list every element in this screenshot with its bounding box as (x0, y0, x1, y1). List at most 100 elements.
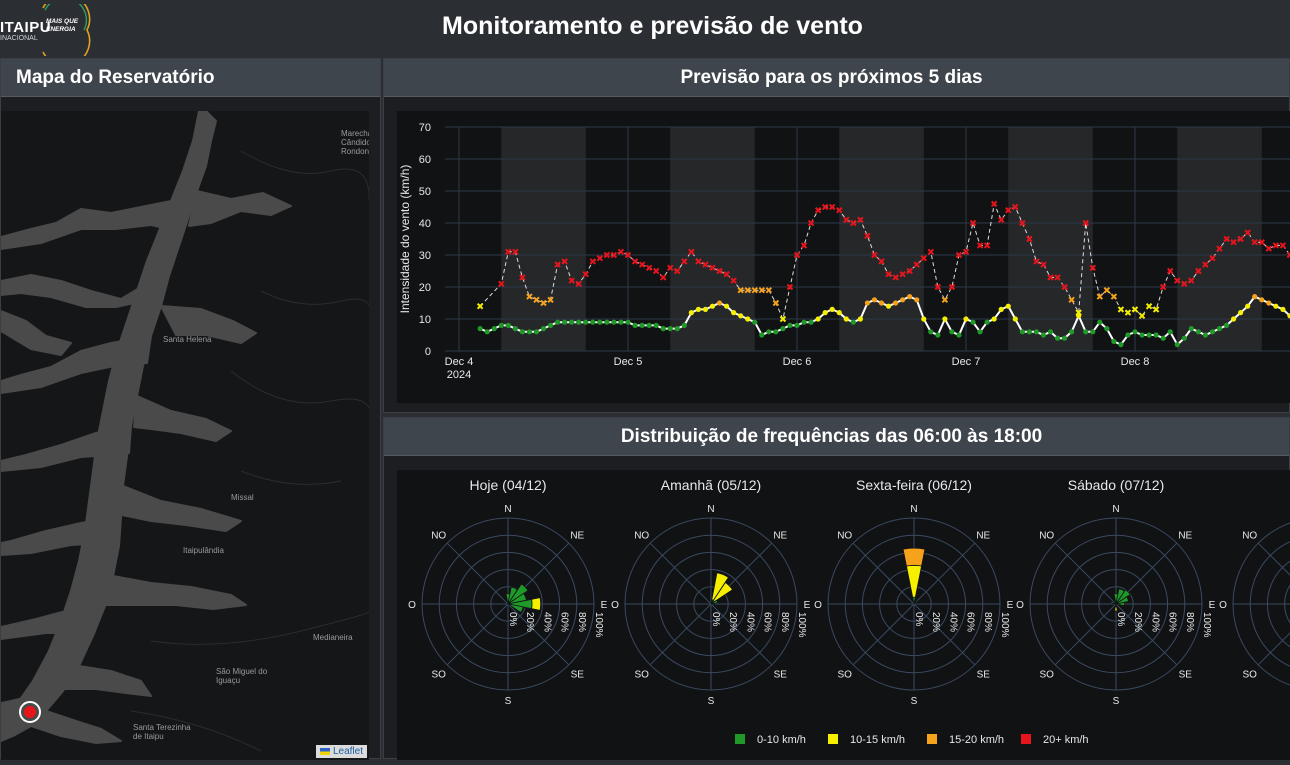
direction-label: SO (1039, 669, 1054, 680)
radial-tick-label: 80% (576, 612, 587, 632)
gust-point (730, 277, 737, 284)
radial-tick-label: 100% (1201, 612, 1212, 638)
forecast-panel: Previsão para os próximos 5 dias 0 10 20 30… (383, 58, 1290, 413)
radial-tick-label: 60% (965, 612, 976, 632)
gust-point (674, 267, 681, 275)
mean-point (963, 316, 969, 322)
mean-point (688, 310, 694, 316)
legend-label: 20+ km/h (1043, 734, 1089, 746)
direction-label: O (611, 600, 619, 611)
mean-point (766, 329, 772, 335)
angular-gridline (913, 603, 976, 666)
mean-point (639, 322, 645, 328)
x-tick-label: Dec 5 (614, 356, 643, 368)
radial-tick-label: 20% (1132, 612, 1143, 632)
mean-point (1097, 319, 1103, 325)
mean-point (1132, 329, 1138, 335)
mean-point (554, 319, 561, 325)
wind-rose-bar (507, 603, 524, 614)
mean-point (1033, 329, 1040, 335)
gust-point (969, 219, 977, 227)
direction-label: O (1219, 600, 1227, 611)
direction-label: SE (1179, 669, 1193, 680)
gust-point (723, 270, 730, 278)
mean-point (977, 329, 983, 335)
mean-point (1005, 303, 1011, 309)
gust-point (927, 248, 934, 256)
mean-point (843, 316, 849, 322)
mean-point (892, 300, 899, 306)
gust-point (1040, 261, 1047, 268)
gust-point (906, 267, 913, 275)
y-tick-label: 0 (425, 346, 431, 358)
gust-point (1174, 277, 1181, 284)
gust-point (878, 258, 885, 265)
direction-label: E (1007, 600, 1014, 611)
angular-gridline (446, 542, 509, 605)
mean-point (1209, 329, 1216, 335)
leaflet-attribution[interactable]: Leaflet (315, 745, 367, 758)
wind-rose-title: Sexta-feira (06/12) (856, 477, 972, 493)
gust-point (688, 248, 695, 256)
direction-label: SE (774, 669, 788, 680)
mean-point (738, 313, 744, 319)
mean-point (914, 297, 920, 303)
mean-point (864, 300, 871, 306)
radial-tick-label: 0% (1115, 612, 1126, 627)
direction-label: O (814, 600, 822, 611)
angular-gridline (1257, 632, 1290, 666)
gust-point (589, 258, 596, 265)
gust-point (857, 216, 864, 224)
map-label: Santa Terezinha de Itaipu (133, 723, 191, 741)
mean-point (1238, 310, 1244, 316)
mean-point (512, 326, 518, 332)
map-label: Marechal Cândido Rondon (341, 129, 369, 156)
gust-point (1089, 264, 1096, 272)
radial-tick-label: 60% (559, 612, 570, 632)
y-tick-label: 60 (419, 154, 431, 166)
mean-point (829, 306, 835, 312)
mean-point (1076, 313, 1082, 319)
angular-gridline (446, 603, 509, 666)
mean-point (1252, 294, 1258, 300)
gust-point (892, 274, 899, 281)
wind-rose-bar (507, 583, 529, 605)
mean-point (604, 319, 610, 325)
gust-point (1033, 258, 1040, 265)
gust-point (751, 286, 758, 294)
gust-point (645, 264, 653, 272)
forecast-chart-area: 0 10 20 30 40 50 60 70 Dec 4 2024 Dec 5 Dec 6 Dec 7 D… (397, 111, 1290, 403)
gust-point (779, 315, 787, 323)
gust-point (519, 274, 526, 281)
gust-point (1202, 261, 1209, 268)
gust-point (476, 302, 484, 310)
gust-point (920, 254, 927, 262)
angular-gridline (649, 603, 712, 666)
radial-tick-label: 20% (930, 612, 941, 632)
gust-point (765, 286, 773, 294)
radial-tick-label: 60% (1167, 612, 1178, 632)
x-tick-label: Dec 8 (1121, 356, 1150, 368)
direction-label: N (1112, 504, 1119, 515)
mean-point (702, 306, 709, 312)
gust-point (631, 258, 639, 265)
mean-point (660, 326, 666, 332)
wind-rose-bar (710, 602, 715, 606)
gust-point (899, 270, 906, 278)
location-marker-dot[interactable] (24, 706, 36, 718)
gust-point (990, 200, 998, 208)
direction-label: NE (1178, 531, 1192, 542)
gust-point (1061, 283, 1068, 291)
mean-point (632, 322, 638, 328)
gust-point (610, 251, 618, 259)
gust-point (744, 286, 751, 294)
location-marker-ring[interactable] (19, 701, 41, 723)
mean-point (526, 329, 533, 335)
mean-point (1153, 332, 1159, 338)
mean-point (850, 319, 856, 325)
mean-point (871, 297, 878, 303)
mean-point (1040, 332, 1047, 338)
reservoir-map[interactable]: Marechal Cândido Rondon Santa Helena Mis… (1, 111, 369, 760)
